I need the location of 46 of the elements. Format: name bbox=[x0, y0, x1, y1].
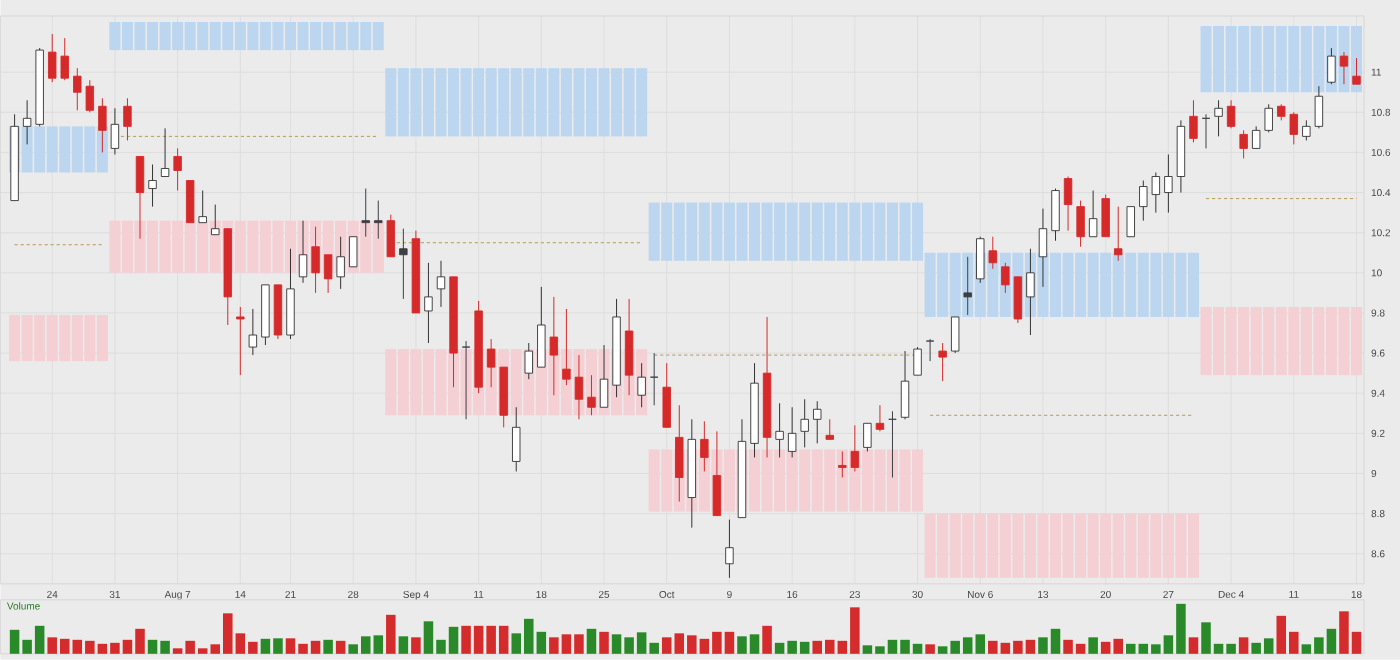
bar bbox=[599, 631, 609, 654]
candlestick bbox=[900, 350, 910, 420]
candlestick bbox=[1189, 99, 1198, 143]
candlestick bbox=[800, 398, 809, 448]
candlestick bbox=[825, 418, 834, 440]
candlestick bbox=[1239, 129, 1248, 160]
bar bbox=[762, 625, 772, 654]
candlestick bbox=[123, 97, 132, 141]
bar bbox=[398, 636, 409, 654]
candlestick bbox=[725, 519, 734, 579]
bar bbox=[335, 640, 346, 654]
candlestick bbox=[160, 127, 170, 178]
bar bbox=[1088, 637, 1098, 654]
candlestick bbox=[938, 342, 947, 382]
candlestick bbox=[424, 262, 433, 344]
candlestick bbox=[236, 306, 245, 376]
candlestick bbox=[386, 214, 396, 258]
bar bbox=[411, 637, 421, 654]
candlestick bbox=[1076, 200, 1085, 248]
candlestick bbox=[1101, 194, 1110, 238]
candlestick bbox=[925, 338, 935, 362]
bar bbox=[661, 637, 672, 654]
candlestick bbox=[1164, 154, 1173, 214]
bar bbox=[1188, 637, 1199, 654]
candlestick bbox=[148, 164, 157, 208]
candlestick bbox=[436, 260, 446, 308]
candlestick bbox=[399, 228, 408, 300]
candlestick bbox=[963, 256, 972, 316]
candlestick bbox=[1088, 190, 1098, 238]
candlestick bbox=[1063, 176, 1073, 232]
bar bbox=[586, 628, 597, 654]
candlestick bbox=[1214, 99, 1223, 137]
candlestick bbox=[875, 404, 885, 432]
bar bbox=[323, 639, 333, 654]
bar bbox=[1238, 637, 1249, 654]
bar bbox=[386, 614, 396, 654]
bar bbox=[925, 644, 935, 654]
candlestick bbox=[110, 107, 120, 156]
candlestick bbox=[248, 308, 258, 356]
candlestick bbox=[173, 148, 182, 192]
candlestick bbox=[1126, 206, 1135, 238]
candlestick bbox=[913, 346, 922, 376]
candlestick bbox=[1226, 99, 1236, 129]
candlestick bbox=[1051, 188, 1060, 242]
candlestick bbox=[662, 362, 671, 428]
candlestick bbox=[813, 400, 822, 444]
